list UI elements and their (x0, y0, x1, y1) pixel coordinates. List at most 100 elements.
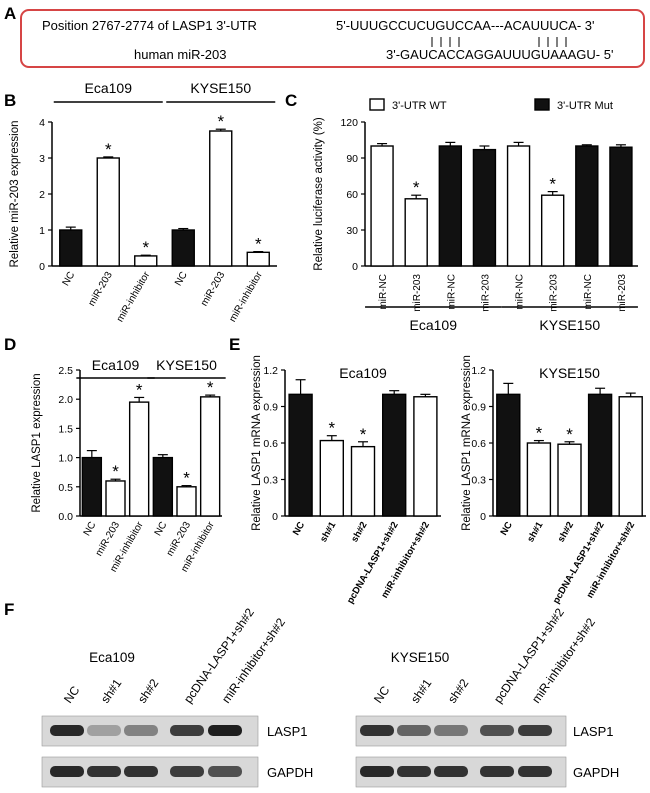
blot-band (87, 725, 121, 736)
y-tick-label: 2.5 (58, 365, 73, 377)
y-tick-label: 0 (39, 261, 45, 273)
chart-title: Eca109 (339, 365, 387, 381)
protein-label: GAPDH (573, 765, 619, 780)
panel-letter-a: A (4, 4, 16, 23)
blot-band (50, 766, 84, 777)
category-label: miR-203 (199, 270, 228, 309)
legend-label: 3'-UTR Mut (557, 100, 613, 112)
group-label: KYSE150 (539, 317, 600, 333)
panel-letter-e: E (229, 335, 240, 354)
group-label: Eca109 (85, 80, 133, 96)
lane-label: sh#1 (408, 676, 435, 706)
blot-band (360, 725, 394, 736)
blot-band (480, 725, 514, 736)
significance-mark: * (142, 238, 149, 257)
panel-a-border (20, 9, 645, 68)
bar (105, 480, 126, 517)
panel-letter-b: B (4, 91, 16, 110)
y-tick-label: 0.6 (263, 438, 278, 450)
panel-letter-d: D (4, 335, 16, 354)
bar (382, 393, 407, 517)
blot-band (434, 766, 468, 777)
y-tick-label: 1.2 (471, 365, 486, 377)
category-label: miR-203 (549, 274, 560, 312)
category-label: miR-203 (617, 274, 628, 312)
bar (209, 130, 233, 267)
category-label: NC (61, 270, 78, 288)
category-label: sh#1 (318, 519, 339, 544)
category-label: NC (82, 520, 99, 538)
utr-position-label: Position 2767-2774 of LASP1 3'-UTR (42, 18, 257, 33)
bar (404, 198, 428, 267)
y-tick-label: 30 (346, 225, 358, 237)
bar (128, 401, 150, 517)
bar (199, 396, 221, 517)
y-tick-label: 0.6 (471, 438, 486, 450)
y-tick-label: 1.0 (58, 453, 73, 465)
category-label: sh#2 (349, 520, 369, 544)
group-label: Eca109 (410, 317, 458, 333)
blot-cell-line: Eca109 (89, 650, 135, 665)
category-label: NC (153, 520, 170, 538)
blot-cell-line: KYSE150 (391, 650, 450, 665)
chart-d: 0.0 0.5 1.0 1.5 2.0 2.5 Relative LASP1 express… (31, 357, 226, 574)
category-label: miR-203 (412, 274, 423, 312)
y-tick-label: 0 (352, 261, 358, 273)
category-label: NC (173, 270, 190, 288)
significance-mark: * (136, 380, 143, 399)
bar (246, 251, 270, 267)
significance-mark: * (207, 378, 214, 397)
significance-mark: * (360, 425, 367, 444)
y-tick-label: 0 (480, 511, 486, 523)
significance-mark: * (413, 178, 420, 197)
blot-band (360, 766, 394, 777)
y-tick-label: 1.2 (263, 365, 278, 377)
category-label: miR-inhibitor (115, 269, 153, 324)
blot-band (397, 766, 431, 777)
bar (618, 396, 643, 517)
significance-mark: * (112, 462, 119, 481)
y-tick-label: 60 (346, 189, 358, 201)
significance-mark: * (566, 425, 573, 444)
bar (438, 145, 463, 267)
bar (540, 194, 565, 267)
protein-label: LASP1 (573, 724, 613, 739)
bar (152, 456, 174, 517)
lane-label: pcDNA-LASP1+sh#2 (491, 605, 567, 705)
bar (496, 393, 521, 517)
group-label: Eca109 (92, 357, 140, 373)
y-tick-label: 1 (39, 225, 45, 237)
bar (176, 486, 197, 517)
y-tick-label: 1.5 (58, 423, 73, 435)
bar (350, 445, 376, 517)
lane-label: NC (371, 683, 393, 706)
y-tick-label: 120 (340, 117, 358, 129)
lane-label: pcDNA-LASP1+sh#2 (181, 605, 257, 705)
y-axis-label: Relative luciferase activity (%) (313, 117, 325, 271)
y-tick-label: 0.3 (471, 475, 486, 487)
bar (472, 148, 497, 267)
lane-label: sh#2 (445, 676, 472, 706)
bar (59, 229, 83, 267)
blot-band (518, 766, 552, 777)
blot-band (208, 725, 242, 736)
y-tick-label: 0.5 (58, 482, 73, 494)
category-label: miR-203 (86, 270, 115, 309)
blot-band (87, 766, 121, 777)
y-tick-label: 3 (39, 153, 45, 165)
bar (319, 439, 344, 517)
bar (506, 145, 531, 267)
chart-c: 0 30 60 90 120 Relative luciferase activity (… (313, 98, 638, 333)
mir-sequence: 3'-GAUCACCAGGAUUUGUAAAGU- 5' (386, 47, 613, 62)
significance-mark: * (549, 175, 556, 194)
category-label: sh#2 (556, 520, 576, 544)
y-tick-label: 0.9 (471, 402, 486, 414)
legend-label: 3'-UTR WT (392, 100, 447, 112)
y-axis-label: Relative miR-203 expression (9, 120, 21, 267)
utr-sequence: 5'-UUUGCCUCUGUCCAA---ACAUUUCA- 3' (336, 18, 594, 33)
y-tick-label: 2 (39, 189, 45, 201)
charts-layer: 0 1 2 3 4 Relative miR-203 expression NC * miR-2… (9, 80, 646, 606)
